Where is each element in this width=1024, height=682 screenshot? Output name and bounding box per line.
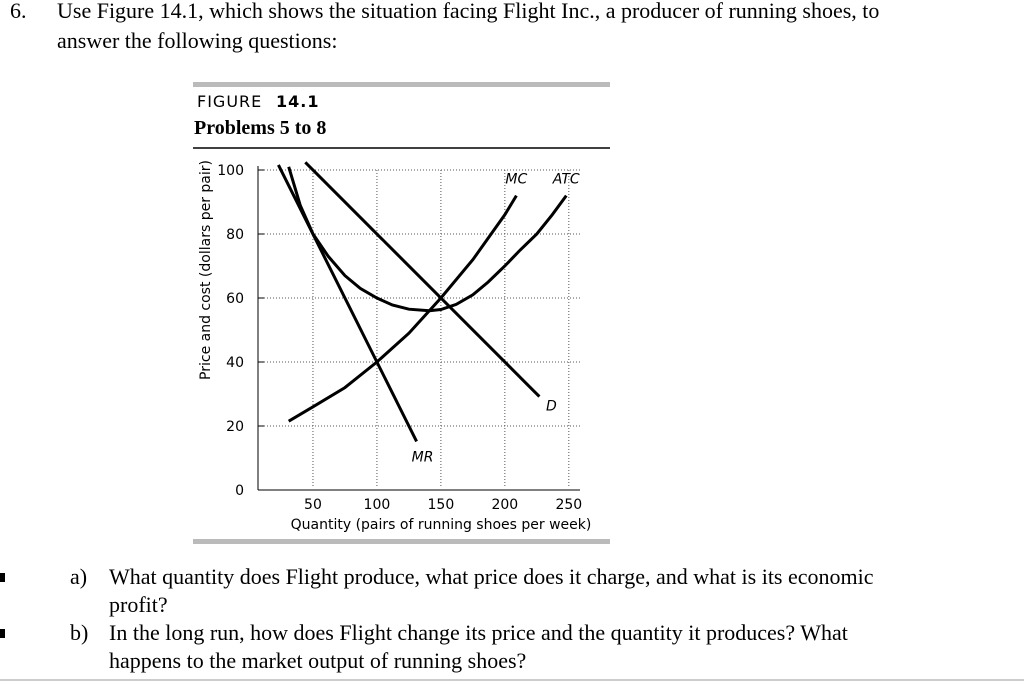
y-tick-label: 100 [217,163,244,179]
part-line: profit? [109,592,168,617]
part-letter: b) [70,620,88,645]
figure-bottom-bar [193,539,610,544]
y-axis-label: Price and cost (dollars per pair) [198,160,214,380]
curve [287,194,518,423]
y-tick-label: 20 [226,419,244,435]
curve-label: MR [412,449,434,465]
x-tick-label: 250 [555,497,582,513]
bullet [0,573,5,582]
y-tick-label: 0 [235,483,244,499]
part-letter: a) [70,564,87,589]
part-line: What quantity does Flight produce, what … [109,564,874,589]
curve-label: MC [505,172,527,188]
x-tick-label: 200 [491,497,518,513]
y-tick-label: 80 [226,227,244,243]
curve [287,166,568,313]
figure-number: 14.1 [276,92,319,111]
question-number: 6. [10,0,27,23]
part-line: happens to the market output of running … [109,648,526,673]
curve [277,164,418,443]
x-tick-label: 100 [364,497,391,513]
bullet [0,629,5,638]
curve [304,161,541,398]
x-tick-label: 50 [304,497,322,513]
figure-top-bar [193,82,610,87]
x-axis-label: Quantity (pairs of running shoes per wee… [291,517,592,533]
x-tick-label: 150 [428,497,455,513]
y-tick-label: 60 [226,291,244,307]
part-line: In the long run, how does Flight change … [109,620,848,645]
curve-label: D [546,399,557,415]
question-line: Use Figure 14.1, which shows the situati… [57,0,879,23]
plot: 0 20 40 60 80 100 50 100 150 200 250 MC ATC D MR [217,161,582,513]
question-line: answer the following questions: [57,28,337,53]
figure-label: FIGURE [197,92,262,111]
curve-label: ATC [552,172,580,188]
y-tick-label: 40 [226,355,244,371]
figure-title: Problems 5 to 8 [194,117,326,139]
